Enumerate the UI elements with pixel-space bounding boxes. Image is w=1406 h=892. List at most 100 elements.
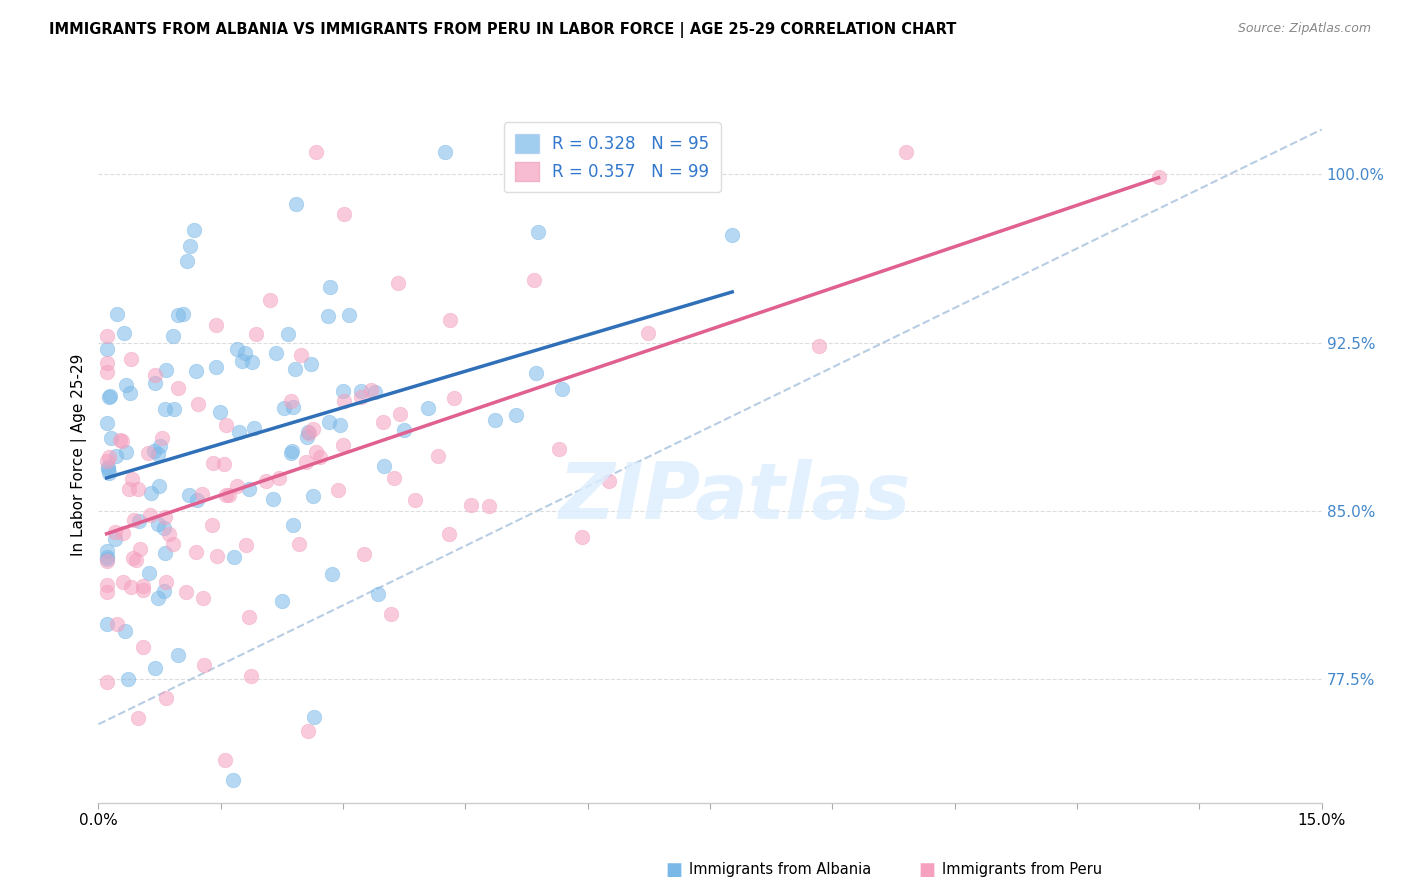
Point <box>114 378 136 392</box>
Point <box>149 439 172 453</box>
Point <box>281 518 304 533</box>
Point <box>183 223 205 237</box>
Point <box>131 640 153 655</box>
Point <box>152 583 174 598</box>
Point <box>655 147 678 161</box>
Point <box>136 445 159 459</box>
Point <box>155 363 177 377</box>
Point <box>382 471 405 485</box>
Point <box>146 591 169 605</box>
Point <box>505 408 527 422</box>
Point <box>277 327 299 342</box>
Point <box>108 434 131 448</box>
Point <box>122 551 145 566</box>
Point <box>112 574 135 589</box>
Point <box>150 431 173 445</box>
Point <box>157 527 180 541</box>
Point <box>301 422 323 436</box>
Point <box>233 346 256 360</box>
Text: Immigrants from Peru: Immigrants from Peru <box>942 863 1102 877</box>
Text: ■: ■ <box>665 861 682 879</box>
Point <box>100 431 122 445</box>
Point <box>212 457 235 471</box>
Point <box>146 517 169 532</box>
Point <box>319 279 342 293</box>
Point <box>96 329 118 343</box>
Point <box>392 423 415 437</box>
Point <box>205 549 228 564</box>
Point <box>202 456 225 470</box>
Point <box>522 272 544 286</box>
Point <box>571 530 593 544</box>
Point <box>439 313 461 327</box>
Point <box>96 342 118 356</box>
Point <box>388 407 411 421</box>
Point <box>114 445 136 459</box>
Point <box>118 386 141 401</box>
Point <box>118 483 141 497</box>
Point <box>226 479 249 493</box>
Point <box>332 394 354 409</box>
Point <box>283 400 305 414</box>
Point <box>215 417 238 432</box>
Point <box>304 145 326 159</box>
Point <box>162 329 184 343</box>
Point <box>894 145 917 159</box>
Point <box>548 442 571 456</box>
Point <box>132 582 155 597</box>
Y-axis label: In Labor Force | Age 25-29: In Labor Force | Age 25-29 <box>72 354 87 556</box>
Legend: R = 0.328   N = 95, R = 0.357   N = 99: R = 0.328 N = 95, R = 0.357 N = 99 <box>503 122 721 193</box>
Point <box>437 526 460 541</box>
Point <box>360 384 382 398</box>
Point <box>153 521 176 535</box>
Point <box>353 547 375 561</box>
Point <box>179 239 201 253</box>
Point <box>404 493 426 508</box>
Point <box>235 538 257 552</box>
Point <box>259 293 281 307</box>
Point <box>364 384 387 399</box>
Point <box>264 346 287 360</box>
Point <box>299 357 322 371</box>
Point <box>162 537 184 551</box>
Point <box>187 397 209 411</box>
Point <box>125 553 148 567</box>
Point <box>308 450 330 465</box>
Point <box>205 359 228 374</box>
Point <box>290 348 312 362</box>
Point <box>98 390 121 404</box>
Point <box>349 390 371 404</box>
Point <box>288 537 311 551</box>
Point <box>321 567 343 582</box>
Point <box>139 486 162 500</box>
Point <box>305 444 328 458</box>
Point <box>318 415 340 429</box>
Point <box>184 364 207 378</box>
Point <box>190 487 212 501</box>
Point <box>186 493 208 508</box>
Point <box>114 624 136 638</box>
Point <box>112 326 135 340</box>
Point <box>98 450 121 464</box>
Point <box>218 488 240 502</box>
Point <box>297 425 319 439</box>
Point <box>332 206 354 220</box>
Point <box>138 566 160 581</box>
Point <box>215 488 238 502</box>
Point <box>143 368 166 382</box>
Point <box>155 691 177 706</box>
Point <box>637 326 659 341</box>
Point <box>96 578 118 592</box>
Point <box>129 541 152 556</box>
Point <box>380 607 402 622</box>
Point <box>222 773 245 788</box>
Point <box>172 307 194 321</box>
Point <box>96 454 118 468</box>
Point <box>269 471 291 485</box>
Point <box>238 609 260 624</box>
Point <box>174 584 197 599</box>
Point <box>304 710 326 724</box>
Point <box>120 352 142 367</box>
Point <box>96 543 118 558</box>
Point <box>242 421 264 435</box>
